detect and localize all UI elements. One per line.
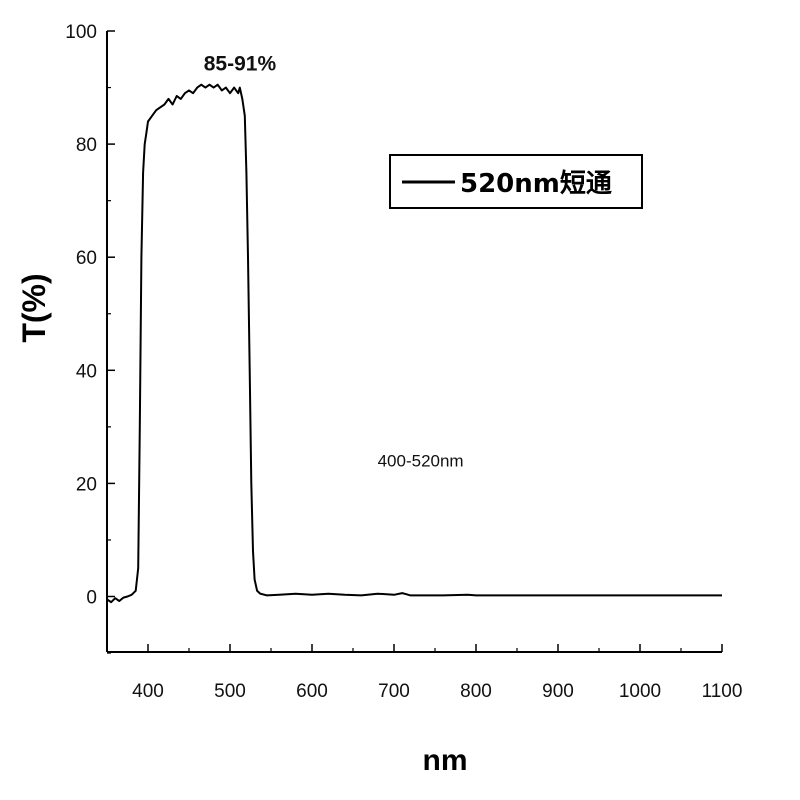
ticks: 0 20 40 60 80 100 400 500 600 700 800 900 1000 1100 [65, 22, 742, 702]
peak-transmission-annotation: 85-91% [204, 53, 277, 76]
legend-entry: 520nm短通 [460, 169, 612, 199]
axes [106, 31, 722, 653]
y-tick-label: 20 [76, 474, 97, 495]
x-axis-title: nm [423, 744, 468, 777]
x-tick-label: 1000 [619, 681, 661, 702]
y-tick-label: 60 [76, 248, 97, 269]
y-tick-label: 100 [65, 22, 97, 43]
legend: 520nm短通 [389, 154, 643, 209]
y-axis-title: T(%) [16, 273, 52, 342]
y-tick-label: 0 [86, 588, 97, 609]
series-layer [106, 83, 722, 604]
x-tick-label: 500 [214, 681, 246, 702]
y-tick-label: 80 [76, 135, 97, 156]
x-tick-label: 800 [460, 681, 492, 702]
x-tick-label: 700 [378, 681, 410, 702]
x-tick-label: 600 [296, 681, 328, 702]
x-tick-label: 900 [542, 681, 574, 702]
x-tick-label: 1100 [702, 681, 743, 702]
band-range-annotation: 400-520nm [378, 451, 464, 470]
series-line [106, 83, 722, 604]
y-tick-label: 40 [76, 361, 97, 382]
x-tick-label: 400 [132, 681, 164, 702]
